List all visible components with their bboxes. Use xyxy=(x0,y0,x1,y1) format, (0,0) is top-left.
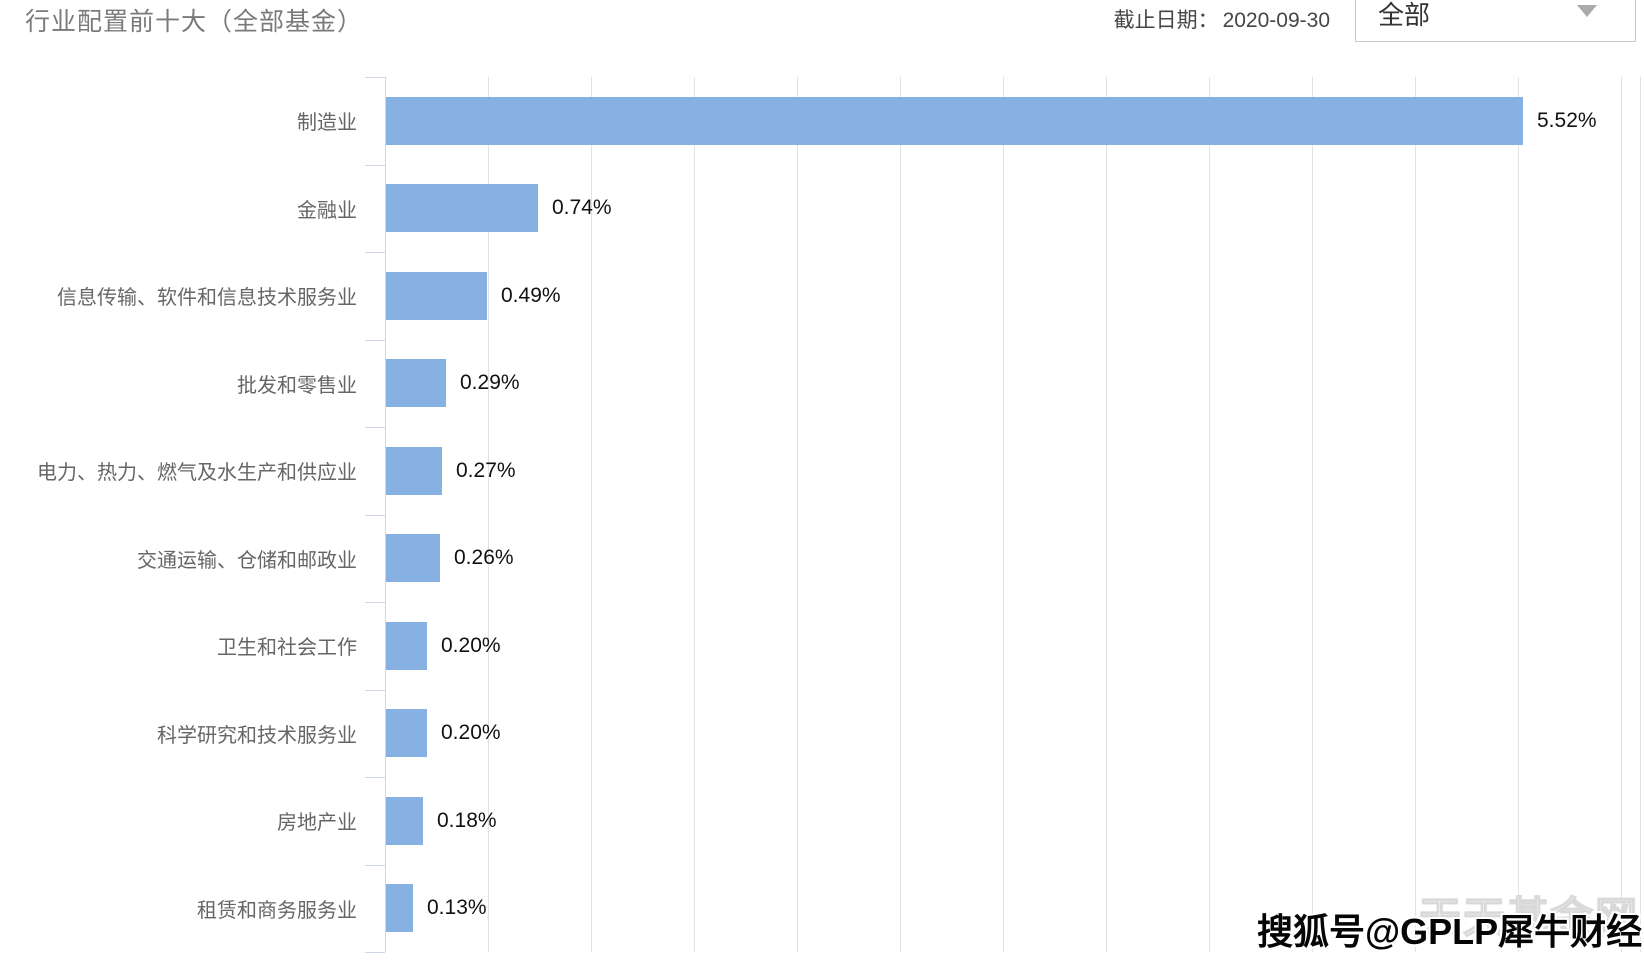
value-label: 0.18% xyxy=(437,808,497,832)
category-label: 电力、热力、燃气及水生产和供应业 xyxy=(37,462,357,485)
gridline xyxy=(797,77,798,952)
site-watermark: 天天基金网 xyxy=(1418,893,1640,942)
axis-tick xyxy=(365,164,385,166)
bar xyxy=(386,446,442,495)
bar xyxy=(386,709,427,758)
bar xyxy=(386,184,538,233)
bar-row: 0.29% xyxy=(386,340,1644,428)
gridline xyxy=(1209,77,1210,952)
as-of-date: 截止日期： 2020-09-30 xyxy=(1114,4,1330,34)
axis-tick xyxy=(365,777,385,778)
as-of-date-value: 2020-09-30 xyxy=(1222,9,1330,32)
y-axis-line xyxy=(385,77,386,952)
bar-row: 5.52% xyxy=(386,77,1644,165)
axis-tick xyxy=(365,514,385,516)
gridline xyxy=(1621,77,1622,952)
axis-tick xyxy=(365,77,385,78)
bar xyxy=(386,884,413,933)
category-label: 房地产业 xyxy=(277,812,357,835)
value-label: 0.20% xyxy=(441,721,501,745)
axis-tick xyxy=(365,602,385,603)
gridline xyxy=(900,77,901,952)
axis-tick xyxy=(365,339,385,341)
bar-row: 0.18% xyxy=(386,777,1644,865)
gridline xyxy=(694,77,695,952)
chart-title: 行业配置前十大（全部基金） xyxy=(25,8,364,36)
bar xyxy=(386,621,427,670)
bar xyxy=(386,271,487,320)
bar-row: 0.74% xyxy=(386,165,1644,253)
category-label: 金融业 xyxy=(297,199,357,222)
bar xyxy=(386,796,423,845)
value-label: 5.52% xyxy=(1537,108,1597,132)
caret-down-icon xyxy=(1577,5,1597,17)
gridline xyxy=(488,77,489,952)
category-label: 制造业 xyxy=(297,112,357,135)
plot-right-border xyxy=(1640,77,1641,952)
value-label: 0.29% xyxy=(460,371,520,395)
axis-tick xyxy=(365,252,385,253)
category-label: 科学研究和技术服务业 xyxy=(157,724,357,747)
value-label: 0.20% xyxy=(441,633,501,657)
bar xyxy=(386,534,440,583)
category-label: 信息传输、软件和信息技术服务业 xyxy=(57,287,357,310)
category-label: 卫生和社会工作 xyxy=(217,637,357,660)
category-axis-labels: 制造业金融业信息传输、软件和信息技术服务业批发和零售业电力、热力、燃气及水生产和… xyxy=(0,77,357,952)
axis-tick xyxy=(365,689,385,691)
value-label: 0.74% xyxy=(552,196,612,220)
gridline xyxy=(1518,77,1519,952)
as-of-date-label: 截止日期： xyxy=(1113,9,1219,32)
fund-scope-selected-value: 全部 xyxy=(1378,0,1431,30)
bar-row: 0.20% xyxy=(386,690,1644,778)
fund-scope-select[interactable]: 全部 xyxy=(1355,0,1636,42)
gridline xyxy=(1003,77,1004,952)
value-label: 0.13% xyxy=(427,896,487,920)
value-label: 0.26% xyxy=(454,546,514,570)
gridline xyxy=(591,77,592,952)
value-label: 0.49% xyxy=(501,283,561,307)
axis-tick xyxy=(365,864,385,866)
bar xyxy=(386,96,1523,145)
category-label: 租赁和商务服务业 xyxy=(197,899,357,922)
axis-tick xyxy=(365,952,385,953)
bar xyxy=(386,359,446,408)
bar-row: 0.26% xyxy=(386,515,1644,603)
category-label: 批发和零售业 xyxy=(237,374,357,397)
value-label: 0.27% xyxy=(456,458,516,482)
bar-row: 0.49% xyxy=(386,252,1644,340)
gridline xyxy=(1106,77,1107,952)
bar-row: 0.20% xyxy=(386,602,1644,690)
gridline xyxy=(1312,77,1313,952)
axis-tick xyxy=(365,427,385,428)
bar-row: 0.27% xyxy=(386,427,1644,515)
gridline xyxy=(1415,77,1416,952)
plot-area: 5.52% 0.74% 0.49% 0.29% 0.27% 0.26% 0.20% 0.20%… xyxy=(365,77,1644,953)
byline-watermark: 搜狐号@GPLP犀牛财经 xyxy=(1257,911,1643,952)
bar-row: 0.13% xyxy=(386,865,1644,953)
category-label: 交通运输、仓储和邮政业 xyxy=(137,549,357,572)
